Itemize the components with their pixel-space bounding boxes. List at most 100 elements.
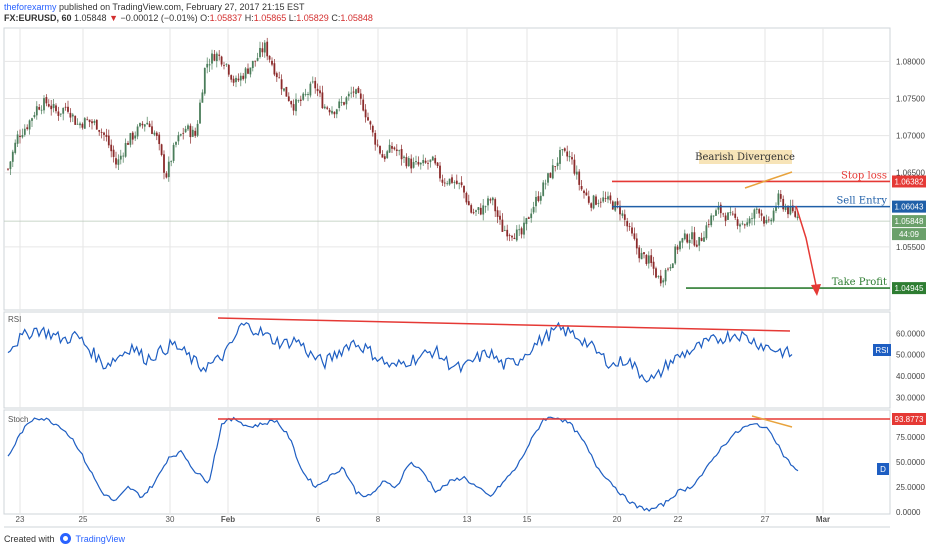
divergence-trendline	[744, 171, 793, 189]
candle-body	[542, 182, 545, 196]
candle-body	[616, 201, 619, 205]
candle-body	[758, 209, 761, 214]
candle-body	[525, 218, 528, 225]
candle-body	[647, 255, 650, 264]
candle-body	[431, 156, 434, 161]
candle-body	[105, 134, 108, 137]
candle-body	[573, 159, 576, 174]
candle-body	[619, 205, 621, 215]
candle-body	[187, 125, 189, 130]
candle-body	[448, 178, 451, 185]
price-label-box-last	[892, 215, 926, 228]
candle-body	[352, 91, 355, 93]
candle-body	[585, 192, 588, 196]
tradingview-brand[interactable]: TradingView	[75, 533, 126, 544]
candle-body	[748, 218, 751, 224]
candle-body	[55, 105, 57, 112]
arrow-head-icon	[811, 284, 821, 296]
candle-body	[23, 128, 26, 135]
candle-body	[263, 42, 266, 53]
candle-body	[167, 161, 170, 178]
candle-body	[566, 151, 569, 157]
publish-info: published on TradingView.com, February 2…	[59, 2, 305, 12]
candle-body	[112, 149, 115, 157]
candle-body	[14, 142, 17, 153]
candle-body	[117, 159, 120, 165]
candle-body	[134, 135, 137, 139]
tradingview-logo-icon	[59, 533, 71, 544]
candle-body	[62, 107, 65, 114]
candle-body	[604, 198, 607, 199]
price-label-last: 1.05848	[895, 217, 924, 226]
candle-body	[239, 75, 242, 81]
candle-body	[563, 148, 566, 151]
candle-body	[595, 196, 597, 205]
close-value: 1.05848	[340, 13, 373, 23]
candle-body	[160, 144, 163, 155]
annotation-box	[699, 150, 792, 164]
candle-body	[98, 130, 101, 132]
footer: Created with TradingView	[4, 533, 125, 544]
candle-body	[91, 121, 93, 124]
candle-body	[729, 212, 732, 214]
stoch-tick-label: 0.0000	[896, 508, 921, 517]
candle-body	[796, 216, 799, 219]
candle-body	[429, 159, 432, 163]
candle-body	[43, 98, 45, 111]
candle-body	[583, 190, 585, 194]
time-tick-label: 20	[613, 515, 622, 524]
publisher-username[interactable]: theforexarmy	[4, 2, 57, 12]
time-tick-label: 15	[523, 515, 532, 524]
candle-body	[323, 106, 326, 109]
candle-body	[71, 114, 74, 117]
candle-body	[537, 196, 540, 201]
candle-body	[379, 146, 381, 154]
time-tick-label: 23	[16, 515, 25, 524]
candle-body	[575, 171, 578, 175]
price-label-box-stop	[892, 175, 926, 188]
candle-body	[11, 151, 14, 162]
candle-body	[88, 119, 91, 123]
candle-body	[45, 97, 48, 104]
candle-body	[503, 230, 506, 231]
candle-body	[290, 101, 293, 105]
candle-body	[446, 183, 449, 185]
candle-body	[388, 144, 391, 153]
candle-body	[364, 109, 367, 118]
candle-body	[599, 201, 602, 203]
candle-body	[424, 160, 427, 163]
candle-body	[220, 56, 223, 65]
candle-body	[321, 92, 324, 109]
candle-body	[767, 219, 770, 221]
candle-body	[700, 237, 703, 241]
candle-body	[530, 213, 533, 219]
candle-body	[242, 75, 245, 80]
candle-body	[285, 86, 288, 97]
candle-body	[153, 132, 156, 135]
candle-body	[434, 158, 437, 164]
candle-body	[544, 183, 547, 185]
candle-body	[343, 102, 345, 105]
candle-body	[206, 63, 209, 68]
candle-body	[494, 199, 497, 212]
candle-body	[86, 119, 89, 121]
candle-body	[751, 218, 753, 220]
candle-body	[297, 100, 300, 102]
candle-body	[659, 275, 662, 284]
candle-body	[398, 150, 401, 152]
candle-body	[251, 60, 254, 69]
candle-body	[743, 224, 746, 226]
candle-body	[652, 261, 655, 269]
candle-body	[458, 182, 461, 184]
candle-body	[417, 161, 420, 165]
candle-body	[597, 203, 600, 204]
candle-body	[304, 94, 307, 95]
candle-body	[467, 201, 470, 206]
candle-body	[506, 229, 509, 237]
candle-body	[67, 106, 69, 112]
candle-body	[674, 246, 677, 264]
pane-border-3	[3, 409, 891, 515]
candle-body	[395, 149, 398, 151]
candle-body	[40, 109, 43, 111]
